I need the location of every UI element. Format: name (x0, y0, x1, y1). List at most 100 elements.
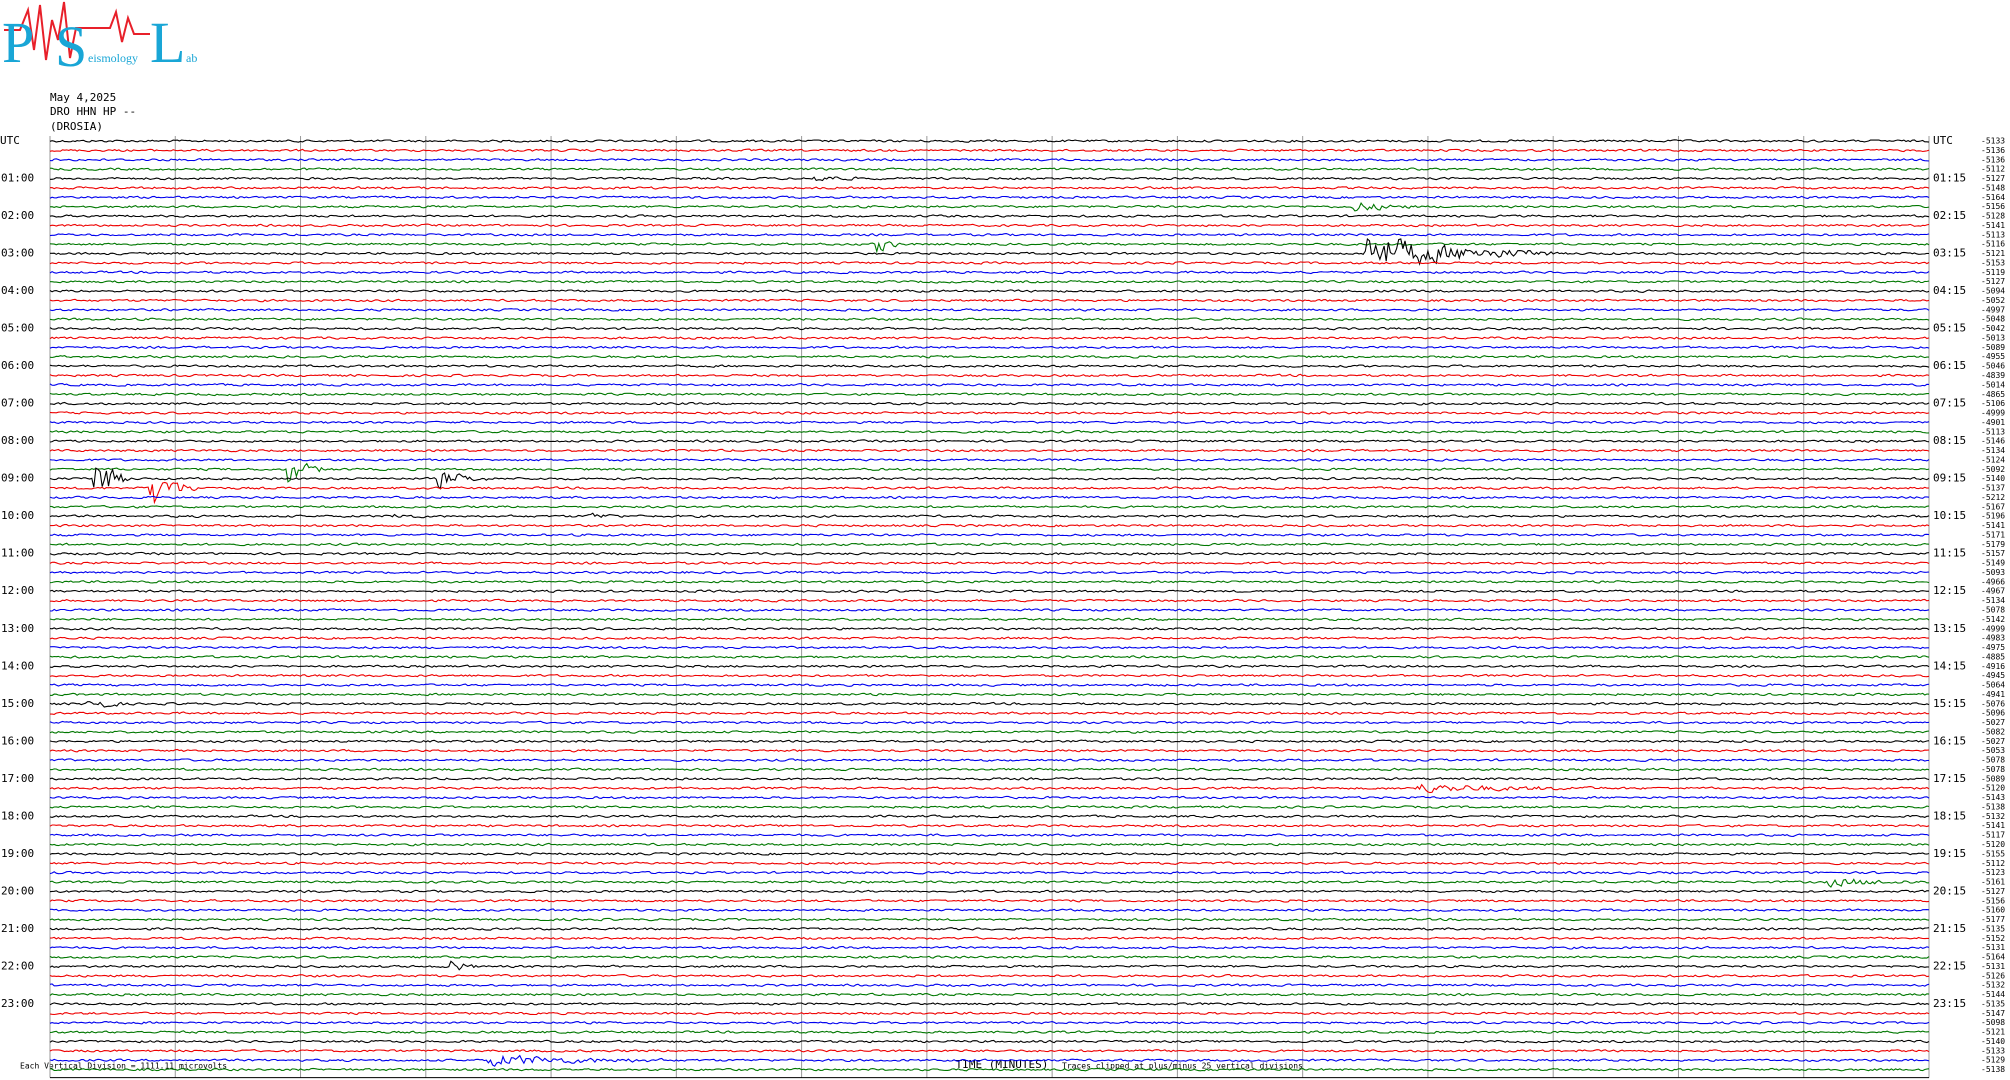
right-value: -5093 (1981, 568, 2005, 577)
trace (49, 261, 1930, 265)
right-value: -5092 (1981, 465, 2005, 474)
right-value: -5164 (1981, 193, 2005, 202)
trace (49, 326, 1930, 331)
trace (49, 720, 1930, 725)
left-label: 04:00 (1, 284, 34, 297)
left-label: 06:00 (1, 359, 34, 372)
trace (49, 1039, 1930, 1044)
right-value: -5161 (1981, 878, 2005, 887)
trace (49, 512, 1930, 519)
right-value: -5156 (1981, 896, 2005, 905)
trace (49, 783, 1930, 794)
right-value: -5138 (1981, 802, 2005, 811)
trace (49, 551, 1930, 556)
trace (49, 927, 1930, 931)
right-value: -5027 (1981, 718, 2005, 727)
trace (49, 270, 1930, 275)
right-value: -5116 (1981, 240, 2005, 249)
right-value: -5147 (1981, 1009, 2005, 1018)
trace (49, 355, 1929, 359)
right-value: -5134 (1981, 446, 2005, 455)
trace (49, 608, 1930, 612)
trace (49, 139, 1930, 143)
right-label: UTC (1933, 134, 1953, 147)
right-value: -4999 (1981, 409, 2005, 418)
right-value: -5149 (1981, 559, 2005, 568)
trace (49, 1030, 1930, 1034)
right-value: -5171 (1981, 530, 2005, 539)
trace (49, 289, 1930, 293)
right-value: -4865 (1981, 390, 2005, 399)
trace (49, 570, 1930, 575)
trace (49, 889, 1930, 894)
trace (49, 317, 1930, 322)
right-value: -5143 (1981, 793, 2005, 802)
right-value: -4966 (1981, 577, 2005, 586)
right-label: 04:15 (1933, 284, 1966, 297)
trace (49, 148, 1930, 153)
trace (49, 655, 1930, 659)
trace (49, 462, 1930, 483)
footer-left: Each Vertical Division = 1111.11 microvo… (20, 1062, 227, 1071)
left-label: 05:00 (1, 322, 34, 335)
right-value: -5013 (1981, 333, 2005, 342)
date: May 4,2025 (50, 91, 116, 104)
left-label: 23:00 (1, 997, 34, 1010)
right-label: 23:15 (1933, 997, 1966, 1010)
trace (49, 533, 1930, 537)
trace (49, 795, 1930, 800)
left-label: 17:00 (1, 772, 34, 785)
trace (49, 373, 1930, 378)
right-value: -4955 (1981, 352, 2005, 361)
logo-word: ab (186, 51, 197, 65)
right-value: -5052 (1981, 296, 2005, 305)
trace (50, 598, 1930, 603)
trace (49, 505, 1930, 509)
right-value: -5140 (1981, 474, 2005, 483)
right-value: -4983 (1981, 634, 2005, 643)
right-value: -5160 (1981, 906, 2005, 915)
right-label: 13:15 (1933, 622, 1966, 635)
right-label: 17:15 (1933, 772, 1966, 785)
right-value: -5112 (1981, 165, 2005, 174)
right-label: 09:15 (1933, 472, 1966, 485)
trace (49, 561, 1930, 565)
trace (49, 636, 1929, 640)
right-value: -5138 (1981, 1065, 2005, 1074)
right-value: -5121 (1981, 249, 2005, 258)
right-value: -5127 (1981, 174, 2005, 183)
left-label: 16:00 (1, 734, 34, 747)
right-value: -4916 (1981, 662, 2005, 671)
right-value: -5155 (1981, 849, 2005, 858)
trace (49, 1020, 1930, 1025)
right-value: -4885 (1981, 652, 2005, 661)
station: DRO HHN HP -- (50, 105, 136, 118)
right-value: -5136 (1981, 146, 2005, 155)
trace (49, 401, 1930, 406)
right-label: 19:15 (1933, 847, 1966, 860)
trace (49, 960, 1930, 971)
right-value: -5098 (1981, 1018, 2005, 1027)
right-value: -5135 (1981, 924, 2005, 933)
trace (49, 430, 1930, 434)
trace (49, 852, 1930, 856)
trace (49, 383, 1930, 387)
right-value: -5146 (1981, 437, 2005, 446)
right-value: -4941 (1981, 690, 2005, 699)
right-value: -5156 (1981, 202, 2005, 211)
right-value: -5112 (1981, 859, 2005, 868)
left-label: 18:00 (1, 809, 34, 822)
trace (49, 673, 1930, 678)
right-value: -5078 (1981, 765, 2005, 774)
right-label: 16:15 (1933, 734, 1966, 747)
logo-letter: L (150, 10, 185, 75)
right-value: -5142 (1981, 615, 2005, 624)
right-value: -5177 (1981, 915, 2005, 924)
left-label: 14:00 (1, 659, 34, 672)
right-value: -5157 (1981, 549, 2005, 558)
right-value: -5078 (1981, 756, 2005, 765)
trace (49, 1049, 1930, 1053)
right-label: 10:15 (1933, 509, 1966, 522)
logo: P S L eismology ab (2, 1, 197, 79)
